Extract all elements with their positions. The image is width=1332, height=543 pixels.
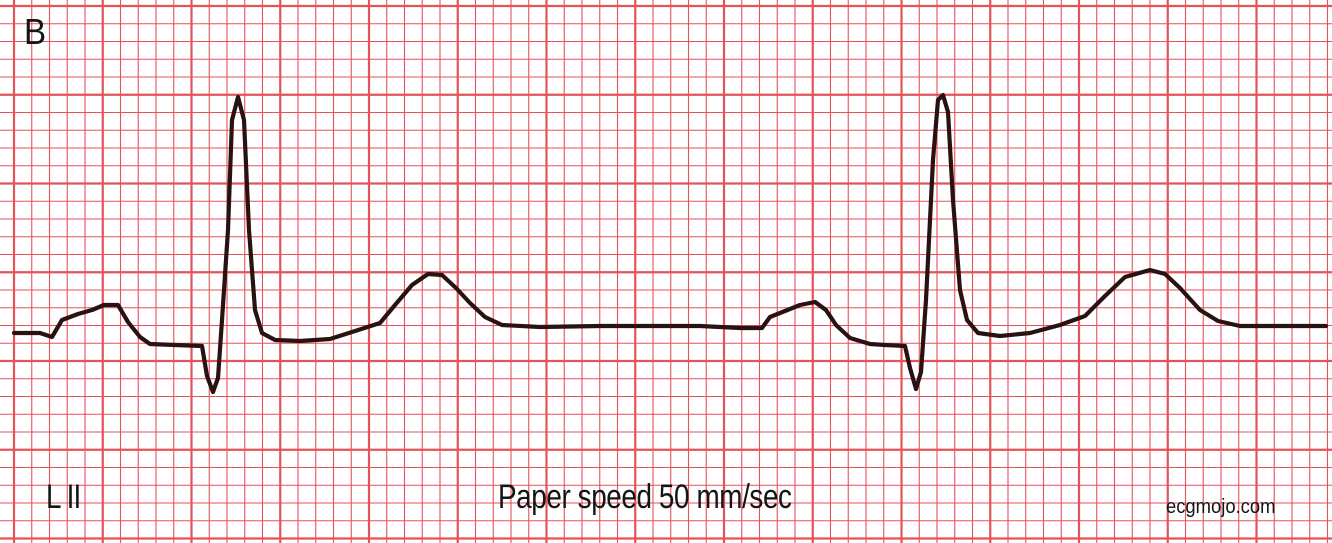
panel-letter: B [24,11,47,52]
lead-label: L II [46,478,81,516]
ecg-trace [11,92,1329,395]
watermark: ecgmojo.com [1166,496,1276,518]
paper-speed-label: Paper speed 50 mm/sec [498,478,792,516]
